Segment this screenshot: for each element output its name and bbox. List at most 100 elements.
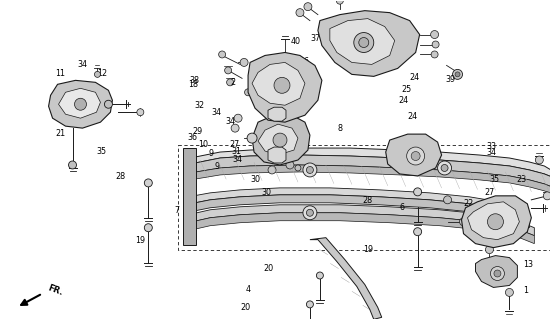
- Text: 33: 33: [486, 142, 496, 151]
- Circle shape: [144, 224, 152, 232]
- Text: 30: 30: [262, 188, 272, 197]
- Text: 20: 20: [240, 303, 250, 312]
- Circle shape: [306, 166, 314, 173]
- Polygon shape: [252, 62, 305, 105]
- Polygon shape: [330, 19, 395, 64]
- Circle shape: [437, 161, 452, 175]
- Circle shape: [105, 100, 112, 108]
- Circle shape: [407, 147, 425, 165]
- Circle shape: [274, 77, 290, 93]
- Polygon shape: [258, 124, 298, 155]
- Circle shape: [247, 133, 257, 143]
- Text: 24: 24: [408, 112, 418, 121]
- Polygon shape: [183, 148, 196, 244]
- Text: 25: 25: [401, 85, 412, 94]
- Text: 13: 13: [523, 260, 533, 269]
- Text: 1: 1: [523, 286, 528, 295]
- Circle shape: [336, 0, 343, 4]
- Circle shape: [411, 152, 420, 161]
- Text: 8: 8: [338, 124, 343, 132]
- Polygon shape: [386, 134, 441, 176]
- Text: 28: 28: [363, 196, 373, 205]
- Polygon shape: [268, 107, 286, 121]
- Circle shape: [303, 163, 317, 177]
- Text: 2: 2: [230, 78, 235, 87]
- Text: 35: 35: [489, 175, 499, 184]
- Circle shape: [286, 161, 294, 169]
- Text: 39: 39: [445, 75, 455, 84]
- Text: 34: 34: [77, 60, 87, 69]
- Polygon shape: [188, 188, 530, 220]
- Circle shape: [452, 69, 462, 79]
- Text: 3: 3: [299, 99, 304, 108]
- Circle shape: [240, 59, 248, 67]
- Circle shape: [414, 228, 422, 236]
- Text: 5: 5: [420, 140, 425, 149]
- Text: 19: 19: [363, 245, 373, 254]
- Text: 35: 35: [97, 147, 107, 156]
- Circle shape: [273, 133, 287, 147]
- Circle shape: [74, 98, 87, 110]
- Circle shape: [460, 218, 467, 226]
- Text: 9: 9: [215, 162, 220, 171]
- Text: 29: 29: [192, 127, 203, 136]
- Polygon shape: [462, 196, 531, 248]
- Circle shape: [245, 89, 252, 96]
- Text: 10: 10: [198, 140, 208, 149]
- Circle shape: [485, 246, 494, 253]
- Circle shape: [225, 67, 231, 74]
- Text: 28: 28: [116, 172, 126, 181]
- Text: 34: 34: [211, 108, 221, 117]
- Text: 27: 27: [86, 118, 96, 127]
- Polygon shape: [190, 165, 551, 195]
- Text: 27: 27: [485, 188, 495, 197]
- Text: 38: 38: [189, 76, 199, 85]
- Circle shape: [94, 71, 100, 77]
- Polygon shape: [248, 52, 322, 122]
- Circle shape: [226, 79, 234, 86]
- Text: 15: 15: [256, 78, 266, 87]
- Circle shape: [68, 161, 77, 169]
- Text: 26: 26: [473, 229, 483, 238]
- Text: 30: 30: [251, 175, 261, 184]
- Circle shape: [536, 156, 543, 164]
- Polygon shape: [190, 155, 551, 188]
- Circle shape: [414, 188, 422, 196]
- Circle shape: [444, 196, 452, 204]
- Text: 27: 27: [352, 19, 362, 28]
- Polygon shape: [310, 238, 382, 319]
- Polygon shape: [467, 202, 520, 240]
- Circle shape: [296, 9, 304, 17]
- Polygon shape: [190, 148, 551, 178]
- Text: 6: 6: [399, 203, 404, 212]
- Text: 34: 34: [232, 155, 242, 164]
- Text: 40: 40: [290, 37, 300, 46]
- Circle shape: [304, 3, 312, 11]
- Circle shape: [505, 288, 514, 296]
- Circle shape: [441, 164, 448, 172]
- Circle shape: [234, 114, 242, 122]
- Circle shape: [295, 165, 301, 171]
- Polygon shape: [188, 213, 534, 244]
- Text: 20: 20: [264, 264, 274, 274]
- Text: 12: 12: [97, 69, 107, 78]
- Text: 23: 23: [517, 175, 527, 184]
- Text: 7: 7: [174, 206, 179, 215]
- Text: 37: 37: [310, 34, 320, 43]
- Circle shape: [303, 206, 317, 220]
- Circle shape: [431, 31, 439, 38]
- Circle shape: [490, 267, 504, 280]
- Text: 36: 36: [187, 132, 197, 141]
- Circle shape: [432, 41, 439, 48]
- Circle shape: [431, 51, 438, 58]
- Text: 27: 27: [229, 140, 239, 149]
- Circle shape: [137, 109, 144, 116]
- Text: FR.: FR.: [47, 284, 64, 297]
- Text: 17: 17: [379, 16, 390, 25]
- Text: 32: 32: [195, 101, 205, 110]
- Text: 31: 31: [231, 147, 241, 156]
- Text: 22: 22: [464, 199, 474, 208]
- Circle shape: [354, 33, 374, 52]
- Text: 34: 34: [486, 148, 496, 157]
- Text: 18: 18: [188, 80, 198, 89]
